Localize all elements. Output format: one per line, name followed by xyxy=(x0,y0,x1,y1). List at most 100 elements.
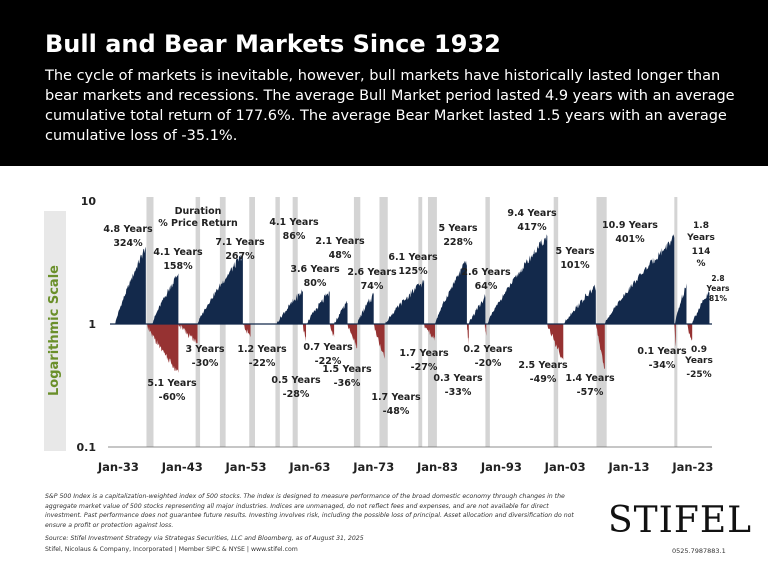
bear-duration-label: 0.9 xyxy=(691,345,707,355)
bull-return-label: 417% xyxy=(517,222,547,233)
bull-duration-label: Years xyxy=(686,233,715,243)
bull-market-area xyxy=(197,254,243,324)
bull-duration-label: Years xyxy=(705,284,730,293)
bear-duration-label: 1.7 Years xyxy=(399,348,449,359)
bull-market-area xyxy=(385,279,425,324)
bear-market-area xyxy=(466,324,469,346)
bear-market-area xyxy=(595,324,605,370)
bear-duration-label: 5.1 Years xyxy=(147,378,197,389)
bear-duration-label: 1.7 Years xyxy=(371,392,421,403)
bull-market-area xyxy=(357,292,374,324)
bull-market-area xyxy=(306,290,330,324)
bull-duration-label: 10.9 Years xyxy=(602,220,658,231)
x-tick-label: Jan-53 xyxy=(225,460,267,474)
bull-return-label: 125% xyxy=(398,266,428,277)
bull-duration-label: 2.6 Years xyxy=(347,267,397,278)
x-tick-label: Jan-23 xyxy=(671,460,713,474)
bull-return-label: 324% xyxy=(113,238,143,249)
bull-return-label: 86% xyxy=(283,231,306,242)
bull-duration-label: 4.8 Years xyxy=(103,224,153,235)
header-banner: Bull and Bear Markets Since 1932 The cyc… xyxy=(0,0,768,166)
bull-return-label: 158% xyxy=(163,261,193,272)
bear-return-label: -20% xyxy=(475,358,502,369)
bear-market-area xyxy=(178,324,198,344)
legend-duration: Duration xyxy=(175,206,222,217)
bull-duration-label: 2.8 xyxy=(711,274,724,283)
bull-duration-label: 5 Years xyxy=(555,246,594,257)
bull-market-area xyxy=(276,289,303,324)
bear-market-area xyxy=(674,324,676,347)
bull-return-label: 228% xyxy=(443,237,473,248)
bear-market-area xyxy=(424,324,435,341)
recession-band xyxy=(353,197,361,447)
recession-band xyxy=(249,197,255,447)
x-tick-label: Jan-93 xyxy=(480,460,522,474)
bear-return-label: -25% xyxy=(686,370,711,380)
stifel-logo: STIFEL xyxy=(608,500,753,541)
bear-duration-label: 0.5 Years xyxy=(271,375,321,386)
bull-return-label: 401% xyxy=(615,234,645,245)
bull-market-area xyxy=(152,273,179,324)
y-axis-label-panel xyxy=(44,211,66,451)
bear-market-area xyxy=(347,324,358,349)
bull-duration-label: 4.1 Years xyxy=(153,247,203,258)
bull-return-label: 80% xyxy=(304,278,327,289)
bull-duration-label: 6.1 Years xyxy=(388,252,438,263)
bear-market-area xyxy=(329,324,335,338)
bear-duration-label: 0.1 Years xyxy=(637,346,687,357)
bull-duration-label: 2.6 Years xyxy=(461,267,511,278)
bull-market-area xyxy=(468,294,486,324)
x-tick-label: Jan-13 xyxy=(608,460,650,474)
bull-return-label: 64% xyxy=(475,281,498,292)
footer-text: Stifel, Nicolaus & Company, Incorporated… xyxy=(45,546,298,553)
recession-band xyxy=(553,197,559,447)
bull-duration-label: 1.8 xyxy=(693,221,709,231)
recession-band xyxy=(485,197,490,447)
bear-return-label: -49% xyxy=(530,374,557,385)
bull-return-label: 267% xyxy=(225,251,255,262)
bull-duration-label: 4.1 Years xyxy=(269,217,319,228)
disclaimer-text: S&P 500 Index is a capitalization-weight… xyxy=(45,493,574,529)
bull-market-area xyxy=(487,234,548,324)
bear-return-label: -28% xyxy=(283,389,310,400)
bear-return-label: -22% xyxy=(315,356,342,367)
legend-price-return: % Price Return xyxy=(158,218,238,229)
source-text: Source: Stifel Investment Strategy via S… xyxy=(45,535,364,542)
bear-return-label: -22% xyxy=(249,358,276,369)
bear-duration-label: Years xyxy=(684,356,713,366)
bear-market-area xyxy=(373,324,385,359)
page-title: Bull and Bear Markets Since 1932 xyxy=(45,30,501,58)
y-tick-label: 10 xyxy=(81,195,97,208)
bear-return-label: -36% xyxy=(334,378,361,389)
bear-duration-label: 2.5 Years xyxy=(518,360,568,371)
bull-return-label: % xyxy=(696,259,705,269)
bear-market-area xyxy=(547,324,564,360)
bull-duration-label: 3.6 Years xyxy=(290,264,340,275)
bear-duration-label: 0.3 Years xyxy=(433,373,483,384)
bear-market-area xyxy=(242,324,251,338)
bull-market-area xyxy=(434,260,467,324)
x-tick-label: Jan-33 xyxy=(97,460,139,474)
bear-return-label: -33% xyxy=(445,387,472,398)
x-tick-label: Jan-63 xyxy=(288,460,330,474)
bull-duration-label: 2.1 Years xyxy=(315,236,365,247)
recession-band xyxy=(195,197,201,447)
bull-market-area xyxy=(334,300,348,324)
bear-market-area xyxy=(484,324,487,336)
x-tick-label: Jan-03 xyxy=(544,460,586,474)
bear-market-area xyxy=(686,324,693,341)
bull-duration-label: 7.1 Years xyxy=(215,237,265,248)
bull-return-label: 81% xyxy=(709,294,727,303)
bull-market-area xyxy=(115,246,146,324)
bull-duration-label: 5 Years xyxy=(438,223,477,234)
bull-return-label: 114 xyxy=(692,247,711,257)
bear-duration-label: 1.4 Years xyxy=(565,373,615,384)
bull-market-area xyxy=(691,290,710,324)
bear-return-label: -34% xyxy=(649,360,676,371)
bear-market-area xyxy=(302,324,307,342)
bear-duration-label: 3 Years xyxy=(185,344,224,355)
bear-return-label: -60% xyxy=(159,392,186,403)
bear-duration-label: 0.7 Years xyxy=(303,342,353,353)
x-tick-label: Jan-43 xyxy=(161,460,203,474)
